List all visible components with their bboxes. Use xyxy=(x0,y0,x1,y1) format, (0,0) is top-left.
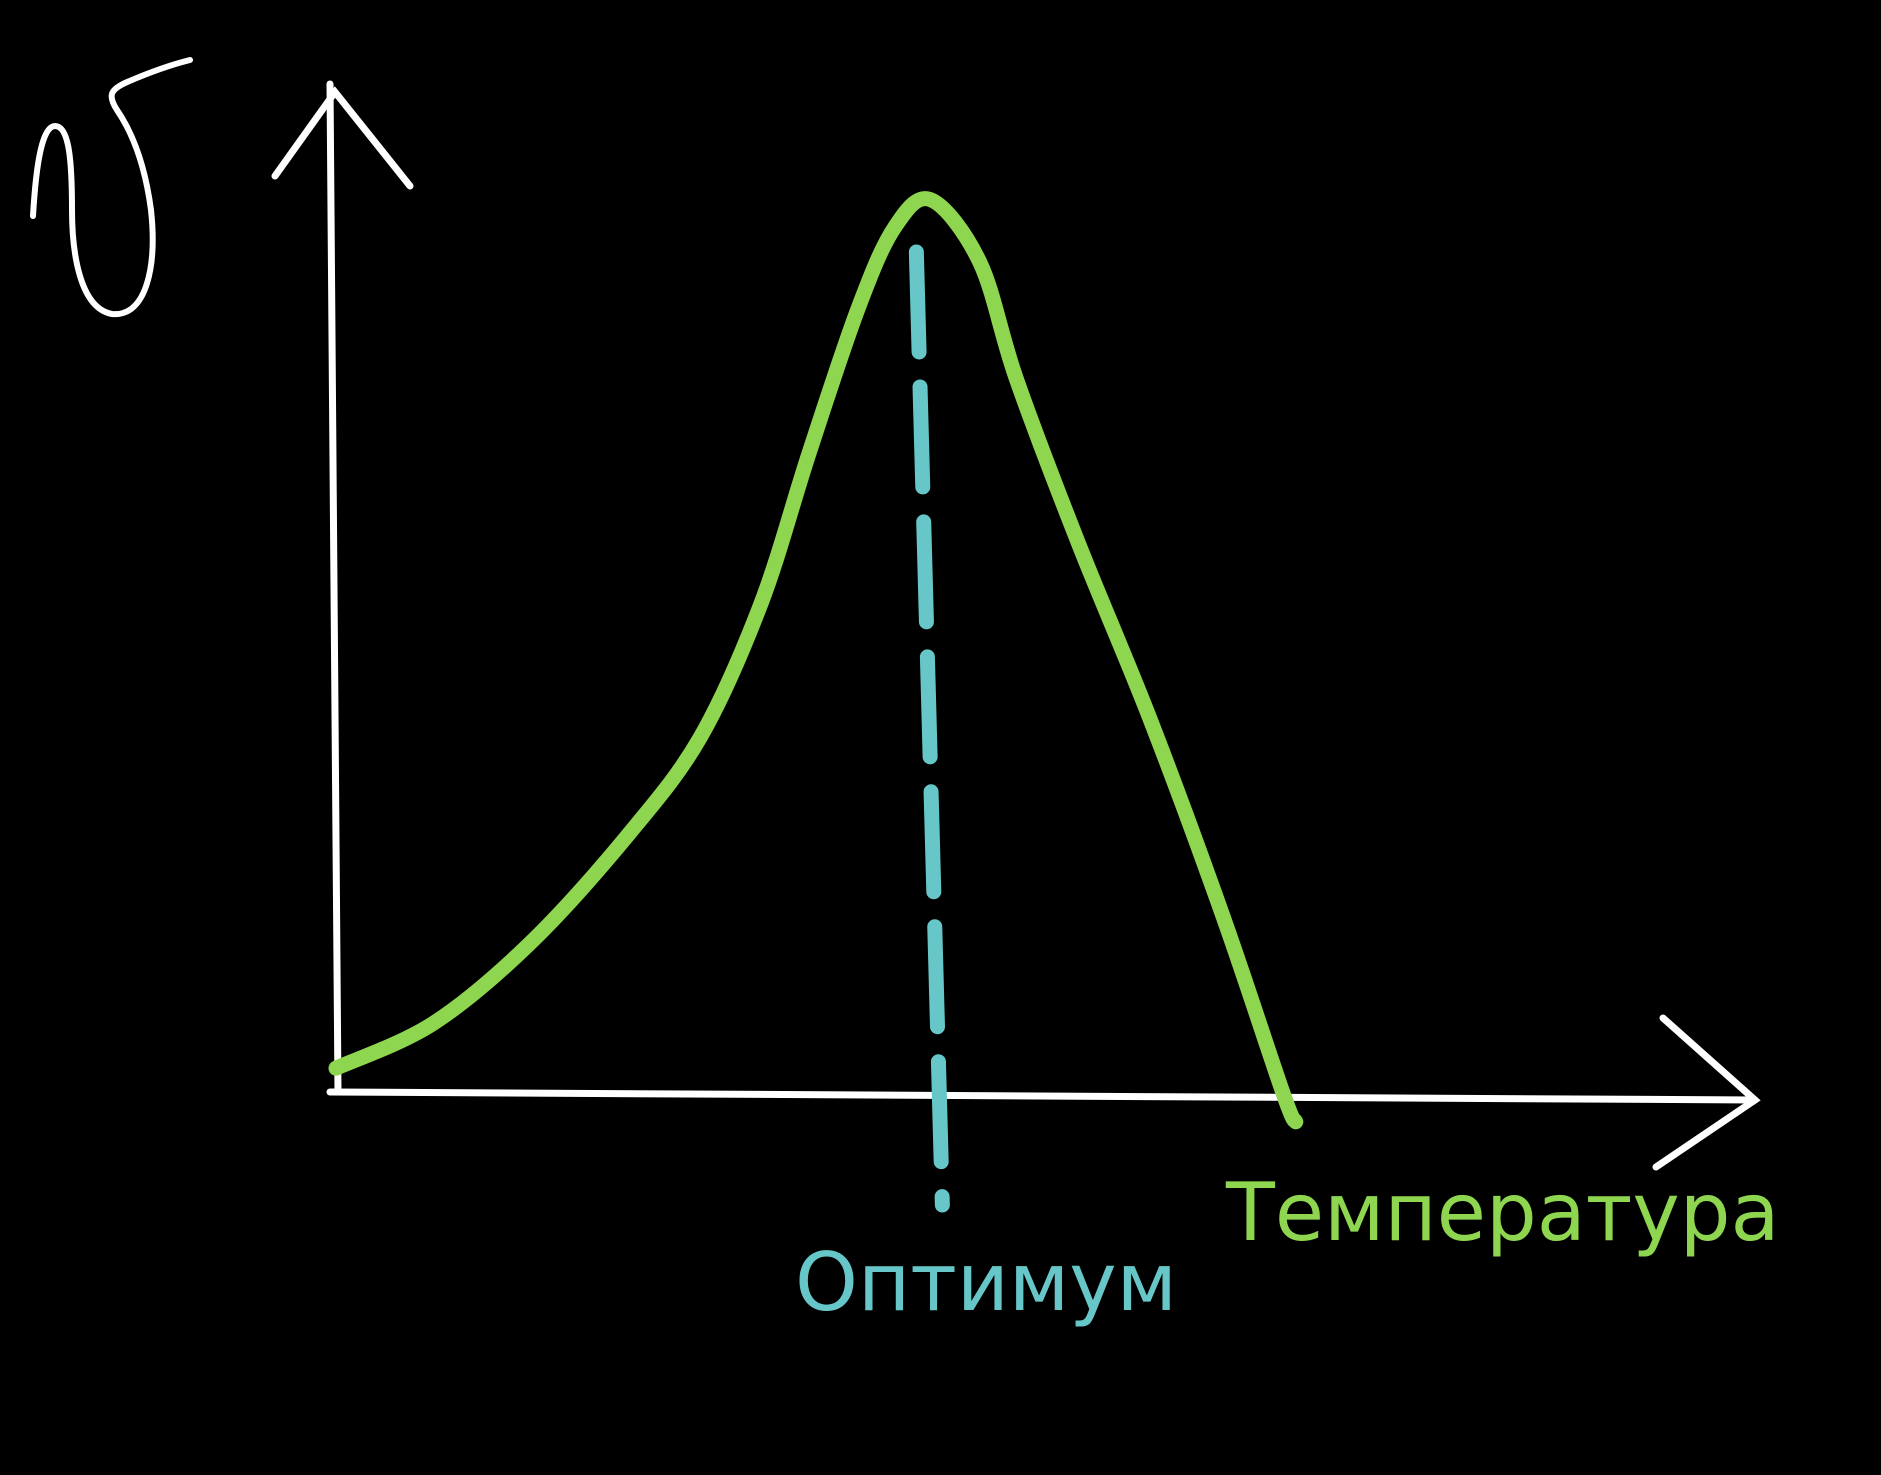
x-axis-line xyxy=(326,1088,1759,1104)
y-axis-line xyxy=(326,80,342,1096)
x-axis xyxy=(326,1014,1761,1171)
x-axis-label: Температура xyxy=(1225,1166,1780,1259)
data-curve xyxy=(328,191,1304,1130)
optimum-label: Оптимум xyxy=(795,1236,1177,1329)
y-axis-arrowhead xyxy=(271,86,414,190)
y-axis xyxy=(271,80,414,1096)
y-axis-symbol xyxy=(30,57,193,318)
x-axis-arrowhead xyxy=(1652,1014,1761,1171)
optimum-line xyxy=(908,244,950,1213)
